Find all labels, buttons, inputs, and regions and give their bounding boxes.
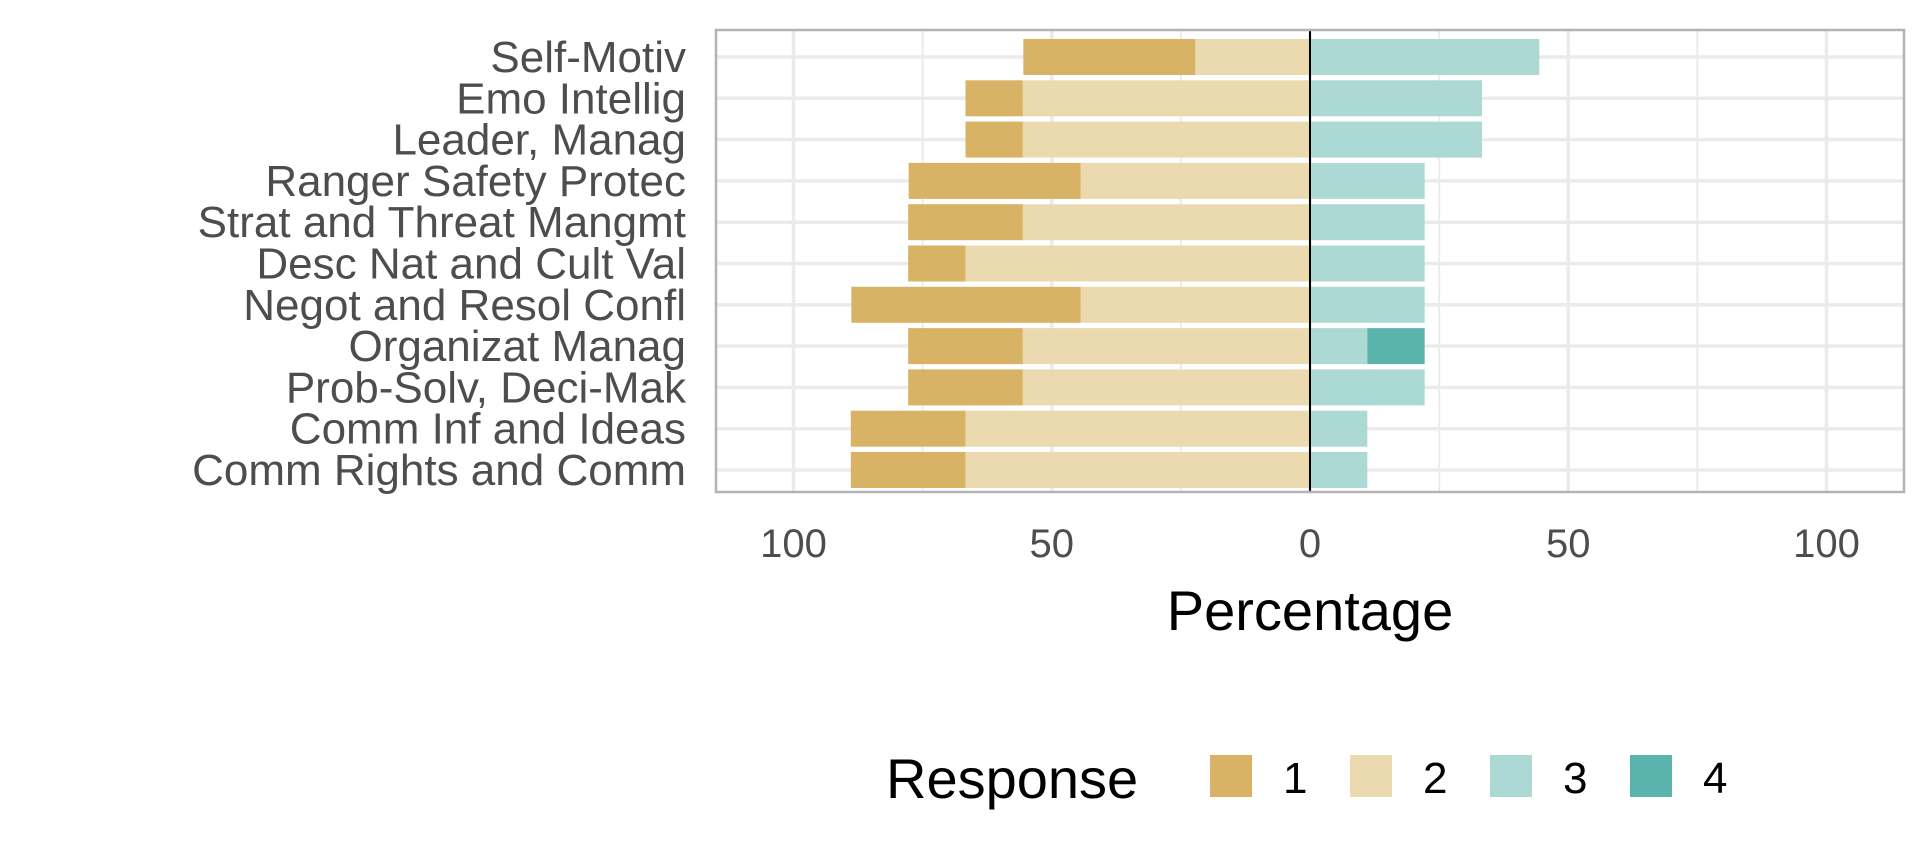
bar-segment-response-3 [1310, 410, 1368, 447]
bar-segment-response-2 [1022, 80, 1310, 117]
legend: Response 1 2 3 4 [886, 747, 1727, 810]
bar-segment-response-2 [965, 452, 1310, 488]
category-label: Self-Motiv [490, 33, 686, 82]
category-label: Desc Nat and Cult Val [256, 240, 686, 289]
legend-label: 3 [1563, 754, 1587, 803]
bar-segment-response-2 [1022, 369, 1310, 406]
bar-segment-response-2 [965, 410, 1310, 447]
legend-key-3 [1490, 755, 1532, 797]
bar-segment-response-2 [1080, 286, 1310, 323]
category-label: Organizat Manag [348, 322, 686, 371]
bar-segment-response-2 [1195, 39, 1310, 75]
legend-key-4 [1630, 755, 1672, 797]
bar-segment-response-3 [1310, 286, 1425, 323]
x-tick-label: 50 [1029, 522, 1074, 566]
category-label: Comm Rights and Comm [192, 446, 686, 495]
bar-segment-response-3 [1310, 328, 1368, 365]
bar-segment-response-3 [1310, 39, 1540, 75]
bar-segment-response-2 [1022, 204, 1310, 241]
x-tick-label: 100 [1793, 522, 1860, 566]
bar-segment-response-2 [1022, 121, 1310, 158]
bar-segment-response-3 [1310, 452, 1368, 488]
category-label: Comm Inf and Ideas [290, 405, 686, 454]
category-label: Negot and Resol Confl [243, 281, 686, 330]
legend-title: Response [886, 747, 1138, 810]
bar-segment-response-1 [851, 286, 1081, 323]
category-label: Prob-Solv, Deci-Mak [286, 363, 687, 412]
bar-segment-response-3 [1310, 121, 1483, 158]
x-tick-label: 0 [1299, 522, 1321, 566]
bar-segment-response-3 [1310, 245, 1425, 282]
legend-label: 1 [1283, 754, 1307, 803]
category-label: Ranger Safety Protec [265, 157, 686, 206]
x-axis-title: Percentage [1167, 579, 1453, 642]
bar-segment-response-3 [1310, 162, 1425, 199]
legend-key-2 [1350, 755, 1392, 797]
bar-segment-response-2 [1022, 328, 1310, 365]
bar-segment-response-3 [1310, 204, 1425, 241]
x-tick-label: 50 [1546, 522, 1591, 566]
bar-segment-response-3 [1310, 80, 1483, 117]
bar-segment-response-1 [965, 121, 1023, 158]
x-tick-label: 100 [760, 522, 827, 566]
legend-label: 4 [1703, 754, 1727, 803]
bar-segment-response-1 [965, 80, 1023, 117]
category-label: Strat and Threat Mangmt [198, 198, 686, 247]
bar-segment-response-3 [1310, 369, 1425, 406]
bar-segment-response-4 [1367, 328, 1425, 365]
bar-segment-response-1 [1023, 39, 1196, 75]
legend-label: 2 [1423, 754, 1447, 803]
frame-layer [714, 28, 1906, 494]
bar-segment-response-2 [1080, 162, 1310, 199]
bar-segment-response-1 [850, 410, 966, 447]
category-label: Emo Intellig [456, 74, 686, 123]
bar-segment-response-1 [908, 245, 966, 282]
bar-segment-response-1 [908, 328, 1023, 365]
legend-key-1 [1210, 755, 1252, 797]
bar-segment-response-1 [850, 452, 966, 488]
bar-segment-response-1 [908, 204, 1023, 241]
category-label: Leader, Manag [392, 116, 686, 165]
bar-segment-response-2 [965, 245, 1310, 282]
bar-segment-response-1 [908, 369, 1023, 406]
panel-border [714, 28, 1906, 494]
bar-segment-response-1 [908, 162, 1081, 199]
bar-layer [850, 39, 1540, 488]
